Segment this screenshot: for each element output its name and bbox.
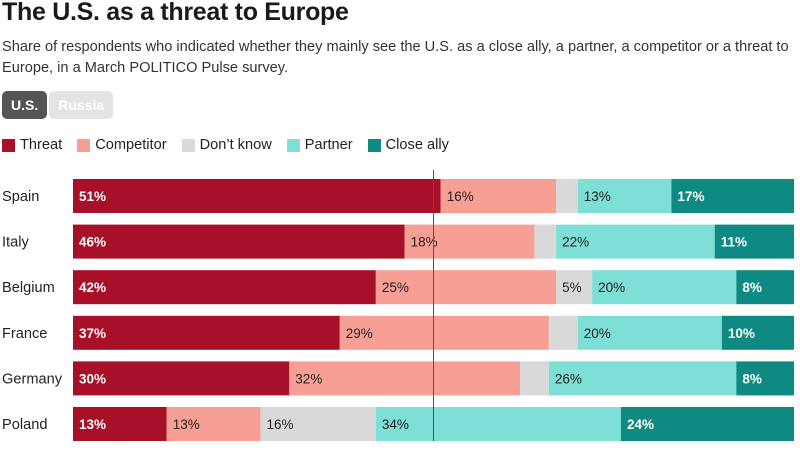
bar-poland-competitor bbox=[166, 407, 261, 441]
category-label-germany: Germany bbox=[2, 371, 63, 387]
value-label-belgium-close-ally: 8% bbox=[742, 280, 762, 295]
bar-poland-threat bbox=[73, 407, 167, 441]
value-label-belgium-competitor: 25% bbox=[382, 280, 409, 295]
bar-italy-close-ally bbox=[714, 224, 794, 259]
legend-label-partner: Partner bbox=[304, 137, 353, 153]
bar-germany-partner bbox=[548, 361, 737, 396]
value-label-spain-partner: 13% bbox=[584, 189, 611, 204]
chart-subtitle: Share of respondents who indicated wheth… bbox=[2, 39, 789, 76]
category-label-italy: Italy bbox=[2, 235, 29, 251]
bar-poland-don-t-know bbox=[260, 407, 376, 441]
legend-label-competitor: Competitor bbox=[95, 137, 167, 153]
value-label-poland-threat: 13% bbox=[79, 417, 106, 432]
legend-swatch-close-ally bbox=[367, 138, 381, 152]
legend-item-dont-know: Don’t know bbox=[181, 137, 272, 153]
toggle-us-button[interactable]: U.S. bbox=[2, 91, 48, 119]
bar-france-competitor bbox=[339, 315, 549, 350]
stacked-bar-chart: Spain 51% 16% 13% 17% Italy 46% 18% 22% 11% Belgiu… bbox=[2, 170, 794, 441]
bar-france-partner bbox=[577, 315, 722, 350]
legend-label-dont-know: Don’t know bbox=[199, 137, 272, 153]
value-label-italy-competitor: 18% bbox=[411, 235, 438, 250]
bar-spain-competitor bbox=[440, 179, 557, 213]
category-label-poland: Poland bbox=[2, 417, 47, 433]
bar-belgium-threat bbox=[73, 270, 376, 305]
category-label-france: France bbox=[2, 326, 47, 342]
value-label-belgium-partner: 20% bbox=[598, 280, 625, 295]
value-label-spain-close-ally: 17% bbox=[677, 189, 704, 204]
bar-belgium-don-t-know bbox=[556, 270, 593, 305]
value-label-italy-close-ally: 11% bbox=[721, 235, 747, 250]
bar-spain-threat bbox=[73, 179, 441, 213]
category-label-spain: Spain bbox=[2, 189, 39, 205]
chart-title: The U.S. as a threat to Europe bbox=[2, 0, 349, 26]
legend-label-threat: Threat bbox=[20, 137, 63, 153]
value-label-belgium-threat: 42% bbox=[79, 280, 106, 295]
bar-germany-threat bbox=[73, 361, 290, 396]
bar-spain-close-ally bbox=[671, 179, 794, 213]
bar-germany-competitor bbox=[289, 361, 521, 396]
legend: Threat Competitor Don’t know Partner Clo… bbox=[2, 137, 464, 153]
country-toggle: U.S. Russia bbox=[2, 91, 114, 119]
bar-france-threat bbox=[73, 315, 340, 350]
toggle-russia-button[interactable]: Russia bbox=[49, 91, 114, 119]
value-label-italy-threat: 46% bbox=[79, 235, 106, 250]
bar-italy-don-t-know bbox=[534, 224, 557, 259]
value-label-germany-close-ally: 8% bbox=[742, 371, 762, 386]
value-label-france-threat: 37% bbox=[79, 326, 106, 341]
bar-germany-close-ally bbox=[736, 361, 794, 396]
bar-poland-close-ally bbox=[620, 407, 794, 441]
value-label-germany-competitor: 32% bbox=[295, 371, 322, 386]
legend-swatch-competitor bbox=[77, 138, 91, 152]
value-label-poland-close-ally: 24% bbox=[627, 417, 654, 432]
bar-italy-competitor bbox=[404, 224, 535, 259]
bar-belgium-close-ally bbox=[736, 270, 794, 305]
legend-label-close-ally: Close ally bbox=[385, 137, 449, 153]
value-label-germany-threat: 30% bbox=[79, 371, 106, 386]
bar-spain-don-t-know bbox=[556, 179, 578, 213]
legend-swatch-dont-know bbox=[181, 138, 195, 152]
bar-spain-partner bbox=[577, 179, 672, 213]
legend-item-close-ally: Close ally bbox=[367, 137, 449, 153]
category-label-belgium: Belgium bbox=[2, 280, 55, 296]
value-label-poland-competitor: 13% bbox=[173, 417, 200, 432]
legend-item-threat: Threat bbox=[2, 137, 62, 153]
value-label-poland-partner: 34% bbox=[382, 417, 409, 432]
value-label-belgium-don-t-know: 5% bbox=[562, 280, 582, 295]
value-label-france-competitor: 29% bbox=[346, 326, 373, 341]
bar-poland-partner bbox=[375, 407, 621, 441]
bar-italy-partner bbox=[556, 224, 715, 259]
bar-france-don-t-know bbox=[548, 315, 578, 350]
bar-italy-threat bbox=[73, 224, 405, 259]
value-label-germany-partner: 26% bbox=[555, 371, 582, 386]
value-label-spain-competitor: 16% bbox=[447, 189, 474, 204]
legend-swatch-partner bbox=[286, 138, 300, 152]
bar-germany-don-t-know bbox=[520, 361, 549, 396]
legend-item-competitor: Competitor bbox=[77, 137, 167, 153]
value-label-poland-don-t-know: 16% bbox=[266, 417, 293, 432]
value-label-spain-threat: 51% bbox=[79, 189, 106, 204]
bar-belgium-competitor bbox=[375, 270, 557, 305]
legend-swatch-threat bbox=[2, 138, 15, 152]
value-label-france-close-ally: 10% bbox=[728, 326, 755, 341]
value-label-france-partner: 20% bbox=[584, 326, 611, 341]
legend-item-partner: Partner bbox=[286, 137, 353, 153]
bar-belgium-partner bbox=[592, 270, 737, 305]
bar-france-close-ally bbox=[721, 315, 794, 350]
value-label-italy-partner: 22% bbox=[562, 235, 589, 250]
